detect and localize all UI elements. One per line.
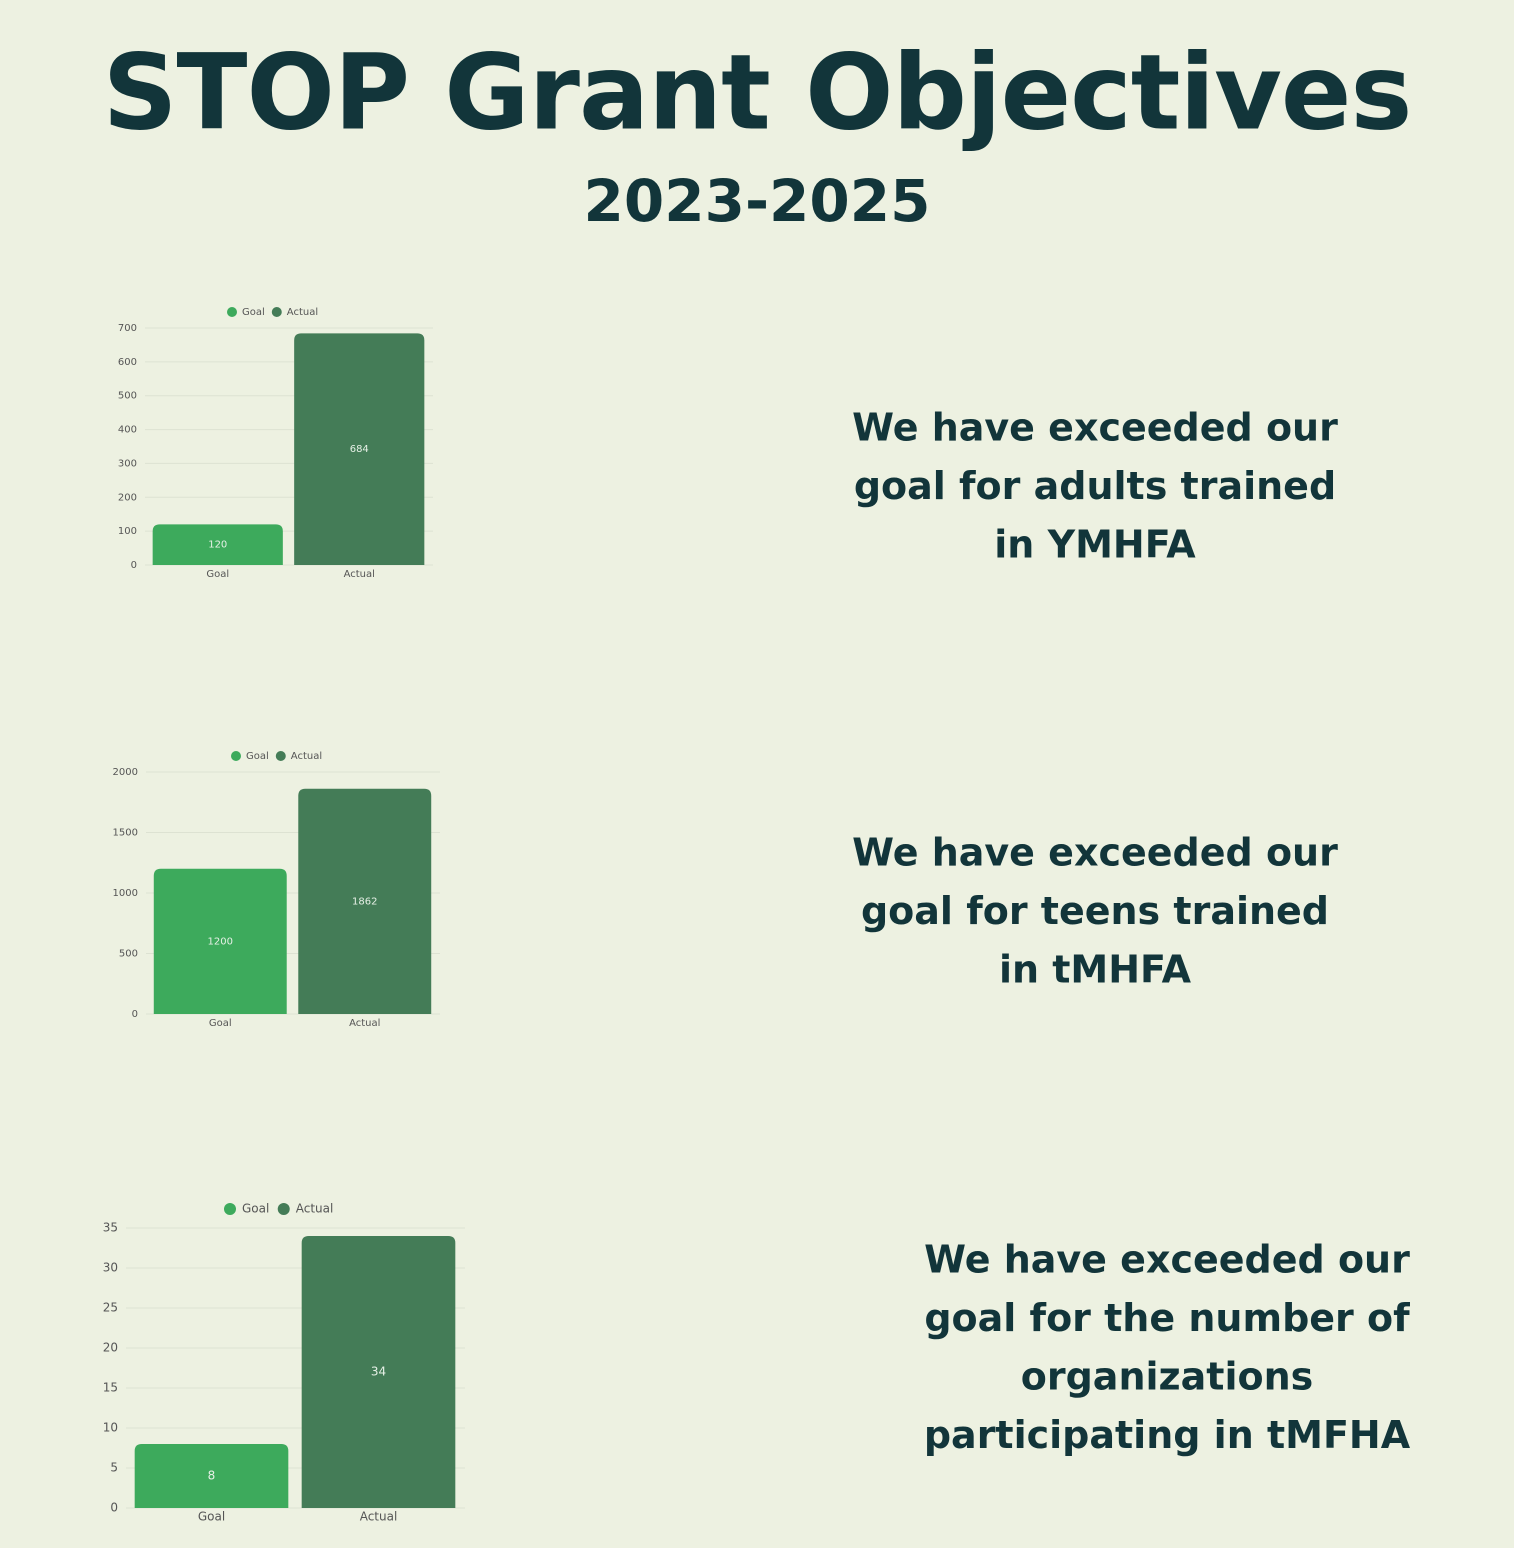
y-tick-label: 400 <box>118 425 137 436</box>
y-tick-label: 5 <box>110 1461 118 1475</box>
x-tick-label: Goal <box>206 569 229 580</box>
bar <box>298 788 432 1014</box>
y-tick-label: 1500 <box>113 828 138 839</box>
legend-label: Goal <box>246 751 269 762</box>
y-tick-label: 300 <box>118 458 137 469</box>
bar <box>294 333 425 565</box>
y-tick-label: 15 <box>103 1381 118 1395</box>
y-tick-label: 200 <box>118 492 137 503</box>
x-tick-label: Actual <box>360 1510 398 1524</box>
value-label: 34 <box>371 1365 386 1379</box>
y-tick-label: 600 <box>118 357 137 368</box>
legend-swatch <box>275 751 286 761</box>
statement-line: We have exceeded our <box>924 1238 1410 1282</box>
value-label: 684 <box>350 444 369 455</box>
legend-label: Actual <box>296 1202 334 1216</box>
y-tick-label: 20 <box>103 1341 118 1355</box>
legend-swatch <box>277 1203 290 1215</box>
legend-label: Goal <box>242 1202 269 1216</box>
statement-line: goal for the number of <box>924 1296 1410 1340</box>
value-label: 120 <box>208 540 227 551</box>
legend-label: Goal <box>242 307 265 318</box>
y-tick-label: 500 <box>119 949 138 960</box>
value-label: 1200 <box>208 936 233 947</box>
statement-line: in tMHFA <box>999 948 1192 992</box>
statement-line: goal for adults trained <box>854 464 1336 508</box>
x-tick-label: Actual <box>344 569 375 580</box>
y-tick-label: 2000 <box>113 767 138 778</box>
y-tick-label: 0 <box>131 560 137 571</box>
statement-line: We have exceeded our <box>852 406 1338 450</box>
y-tick-label: 1000 <box>113 888 138 899</box>
y-tick-label: 35 <box>103 1221 118 1235</box>
legend-swatch <box>271 307 282 317</box>
y-tick-label: 30 <box>103 1261 118 1275</box>
page-title: STOP Grant Objectives <box>103 31 1412 153</box>
x-tick-label: Goal <box>209 1018 232 1029</box>
bar <box>152 524 283 565</box>
bar <box>153 868 287 1014</box>
y-tick-label: 700 <box>118 323 137 334</box>
y-tick-label: 100 <box>118 526 137 537</box>
statement-line: organizations <box>1021 1355 1314 1399</box>
x-tick-label: Goal <box>198 1510 225 1524</box>
bar <box>301 1236 456 1508</box>
legend-swatch <box>224 1203 236 1215</box>
legend-label: Actual <box>287 307 318 318</box>
x-tick-label: Actual <box>349 1018 380 1029</box>
statement-line: in YMHFA <box>994 523 1196 567</box>
value-label: 1862 <box>352 896 377 907</box>
statement-line: We have exceeded our <box>852 831 1338 875</box>
y-tick-label: 25 <box>103 1301 118 1315</box>
statement-line: goal for teens trained <box>861 889 1329 933</box>
legend-swatch <box>231 751 241 761</box>
page-subtitle: 2023-2025 <box>584 167 931 235</box>
value-label: 8 <box>208 1469 216 1483</box>
y-tick-label: 500 <box>118 391 137 402</box>
statement-line: participating in tMFHA <box>924 1413 1411 1457</box>
legend-swatch <box>227 307 237 317</box>
y-tick-label: 0 <box>110 1501 118 1515</box>
legend-label: Actual <box>291 751 322 762</box>
y-tick-label: 10 <box>103 1421 118 1435</box>
bar <box>134 1444 289 1508</box>
y-tick-label: 0 <box>132 1009 138 1020</box>
